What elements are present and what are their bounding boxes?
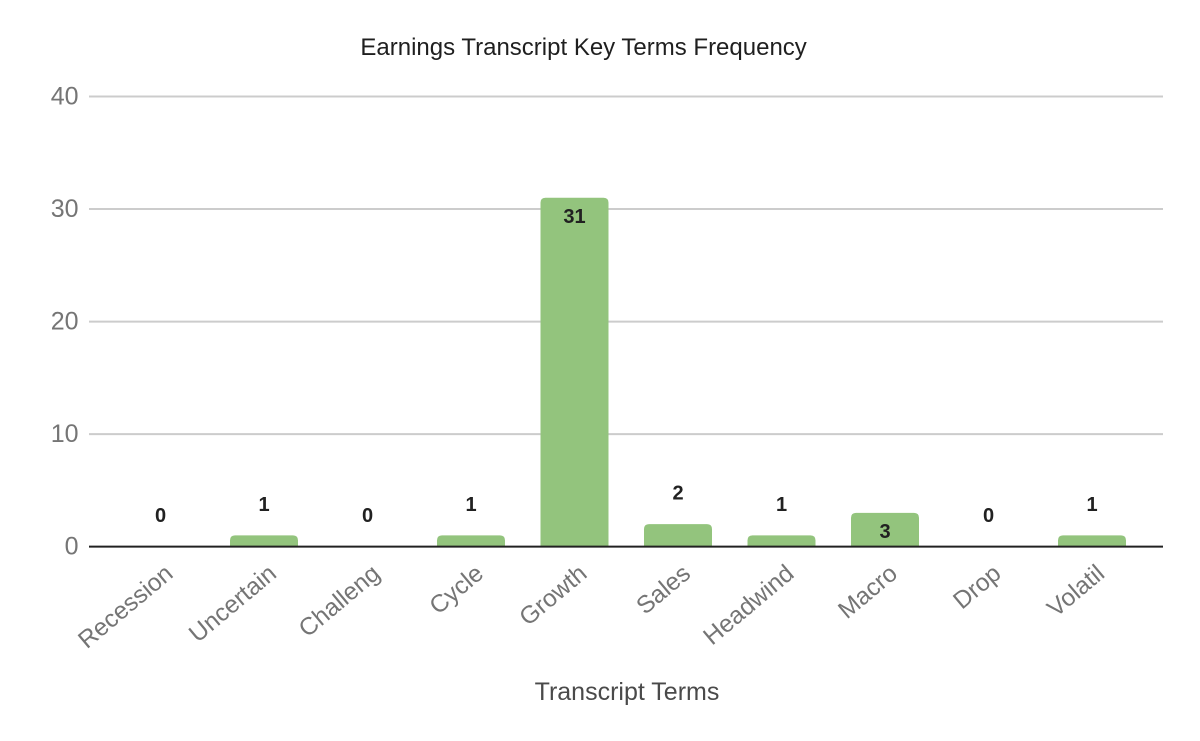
svg-text:1: 1 [258,494,269,516]
svg-text:10: 10 [51,420,79,448]
svg-text:Transcript Terms: Transcript Terms [535,678,720,706]
svg-text:Uncertain: Uncertain [184,560,282,648]
svg-text:Headwind: Headwind [699,560,800,651]
svg-text:30: 30 [51,195,79,223]
svg-text:Recession: Recession [73,560,178,654]
svg-text:1: 1 [465,494,476,516]
svg-text:Earnings Transcript Key Terms: Earnings Transcript Key Terms Frequency [360,34,806,61]
svg-text:1: 1 [1086,494,1097,516]
svg-text:Growth: Growth [515,560,593,631]
svg-text:Volatil: Volatil [1042,560,1109,623]
svg-text:Sales: Sales [632,560,696,620]
svg-text:Drop: Drop [948,560,1006,615]
svg-text:3: 3 [879,521,890,543]
svg-text:0: 0 [362,505,373,527]
svg-text:1: 1 [776,494,787,516]
svg-text:Macro: Macro [833,560,903,624]
svg-text:40: 40 [51,83,79,111]
svg-text:2: 2 [672,483,683,505]
svg-text:0: 0 [65,533,79,561]
svg-text:20: 20 [51,308,79,336]
svg-text:31: 31 [563,206,585,228]
svg-text:0: 0 [983,505,994,527]
svg-text:Cycle: Cycle [425,560,489,620]
svg-text:Challeng: Challeng [294,560,385,643]
svg-text:0: 0 [155,505,166,527]
